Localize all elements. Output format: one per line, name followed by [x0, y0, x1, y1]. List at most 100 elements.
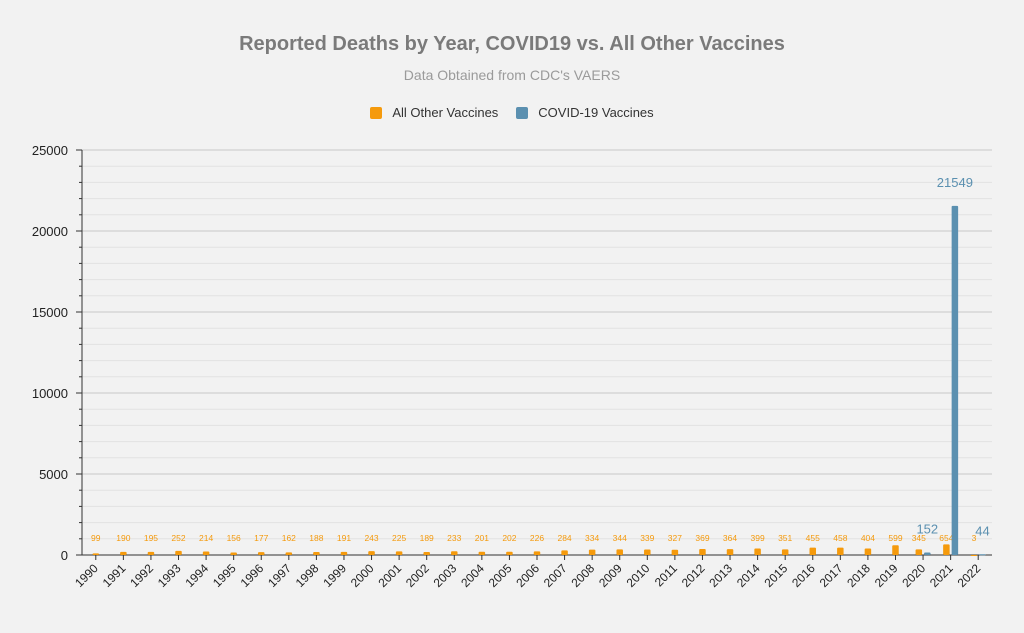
x-tick-label: 2000 [348, 561, 377, 590]
data-label-other-vaccines: 399 [751, 533, 765, 543]
bar-other-vaccines [313, 551, 320, 555]
bar-other-vaccines [395, 551, 403, 555]
y-tick-label: 5000 [39, 467, 68, 482]
bar-other-vaccines [699, 549, 706, 555]
x-tick-label: 2012 [679, 561, 708, 590]
data-label-other-vaccines: 156 [227, 533, 241, 543]
bar-other-vaccines [561, 550, 568, 555]
data-label-other-vaccines: 188 [309, 533, 323, 543]
data-label-other-vaccines: 404 [861, 533, 875, 543]
x-tick-label: 2020 [899, 561, 928, 590]
x-tick-label: 1991 [100, 561, 129, 590]
bar-other-vaccines [506, 551, 513, 555]
data-label-other-vaccines: 243 [364, 533, 378, 543]
bar-other-vaccines [230, 552, 237, 555]
data-label-other-vaccines: 3 [972, 533, 977, 543]
x-tick-label: 2007 [541, 561, 570, 590]
data-label-other-vaccines: 344 [613, 533, 627, 543]
data-label-covid-vaccines: 21549 [937, 175, 973, 190]
x-tick-label: 2014 [734, 561, 763, 590]
x-tick-label: 2010 [624, 561, 653, 590]
bar-other-vaccines [754, 548, 761, 555]
bar-covid-vaccines [979, 554, 986, 556]
bar-other-vaccines [588, 549, 596, 555]
y-tick-label: 20000 [32, 224, 68, 239]
x-tick-label: 2001 [375, 561, 404, 590]
x-tick-label: 2021 [927, 561, 956, 590]
legend: All Other Vaccines COVID-19 Vaccines [0, 105, 1024, 120]
data-label-covid-vaccines: 152 [916, 522, 938, 537]
legend-item-other-vaccines[interactable]: All Other Vaccines [370, 105, 498, 120]
data-label-other-vaccines: 214 [199, 533, 213, 543]
data-label-other-vaccines: 202 [502, 533, 516, 543]
x-tick-label: 2018 [844, 561, 873, 590]
data-label-other-vaccines: 177 [254, 533, 268, 543]
data-label-other-vaccines: 654 [939, 533, 953, 543]
x-tick-label: 1996 [238, 561, 267, 590]
bar-other-vaccines [864, 548, 872, 555]
bar-other-vaccines [451, 551, 458, 555]
data-label-other-vaccines: 201 [475, 533, 489, 543]
x-tick-label: 2016 [789, 561, 818, 590]
legend-label-covid-vaccines: COVID-19 Vaccines [538, 105, 654, 120]
legend-item-covid-vaccines[interactable]: COVID-19 Vaccines [516, 105, 654, 120]
y-tick-label: 0 [61, 548, 68, 563]
data-label-covid-vaccines: 44 [975, 523, 989, 538]
bar-other-vaccines [175, 550, 182, 555]
data-label-other-vaccines: 99 [91, 533, 101, 543]
bar-other-vaccines [781, 549, 789, 555]
x-tick-label: 2008 [568, 561, 597, 590]
bar-other-vaccines [285, 552, 293, 555]
data-label-other-vaccines: 252 [171, 533, 185, 543]
y-tick-label: 25000 [32, 143, 68, 158]
x-tick-label: 2002 [403, 561, 432, 590]
bar-other-vaccines [423, 551, 430, 555]
data-label-other-vaccines: 225 [392, 533, 406, 543]
bar-other-vaccines [92, 553, 100, 555]
x-tick-label: 2019 [872, 561, 901, 590]
legend-swatch-covid-vaccines [516, 106, 529, 119]
x-tick-label: 1999 [320, 561, 349, 590]
data-label-other-vaccines: 284 [557, 533, 571, 543]
data-label-other-vaccines: 339 [640, 533, 654, 543]
x-tick-label: 2015 [762, 561, 791, 590]
x-tick-label: 1992 [127, 561, 156, 590]
bar-other-vaccines [202, 551, 210, 555]
bar-other-vaccines [892, 545, 899, 555]
x-tick-label: 2004 [458, 561, 487, 590]
bar-other-vaccines [726, 549, 734, 555]
bar-other-vaccines [120, 551, 127, 555]
bar-other-vaccines [943, 544, 950, 555]
chart-subtitle: Data Obtained from CDC's VAERS [403, 67, 621, 83]
bar-other-vaccines [257, 552, 265, 555]
legend-swatch-other-vaccines [370, 106, 383, 119]
bar-other-vaccines [644, 549, 651, 555]
x-tick-label: 1990 [72, 561, 101, 590]
bar-other-vaccines [809, 547, 817, 555]
x-tick-label: 1993 [155, 561, 184, 590]
bar-other-vaccines [671, 549, 679, 555]
data-label-other-vaccines: 189 [420, 533, 434, 543]
x-tick-label: 2011 [652, 561, 680, 589]
data-label-other-vaccines: 233 [447, 533, 461, 543]
x-tick-label: 1998 [293, 561, 322, 590]
data-label-other-vaccines: 334 [585, 533, 599, 543]
x-tick-label: 1995 [210, 561, 239, 590]
data-label-other-vaccines: 195 [144, 533, 158, 543]
y-tick-label: 10000 [32, 386, 68, 401]
data-label-other-vaccines: 191 [337, 533, 351, 543]
data-label-other-vaccines: 162 [282, 533, 296, 543]
data-label-other-vaccines: 345 [912, 533, 926, 543]
bar-other-vaccines [340, 551, 348, 555]
x-tick-label: 1997 [265, 561, 294, 590]
chart-title: Reported Deaths by Year, COVID19 vs. All… [239, 33, 785, 55]
data-label-other-vaccines: 599 [888, 533, 902, 543]
x-tick-label: 2003 [431, 561, 460, 590]
bar-other-vaccines [616, 549, 623, 555]
x-tick-label: 2006 [513, 561, 542, 590]
data-label-other-vaccines: 190 [116, 533, 130, 543]
data-label-other-vaccines: 351 [778, 533, 792, 543]
x-tick-label: 2017 [817, 561, 846, 590]
